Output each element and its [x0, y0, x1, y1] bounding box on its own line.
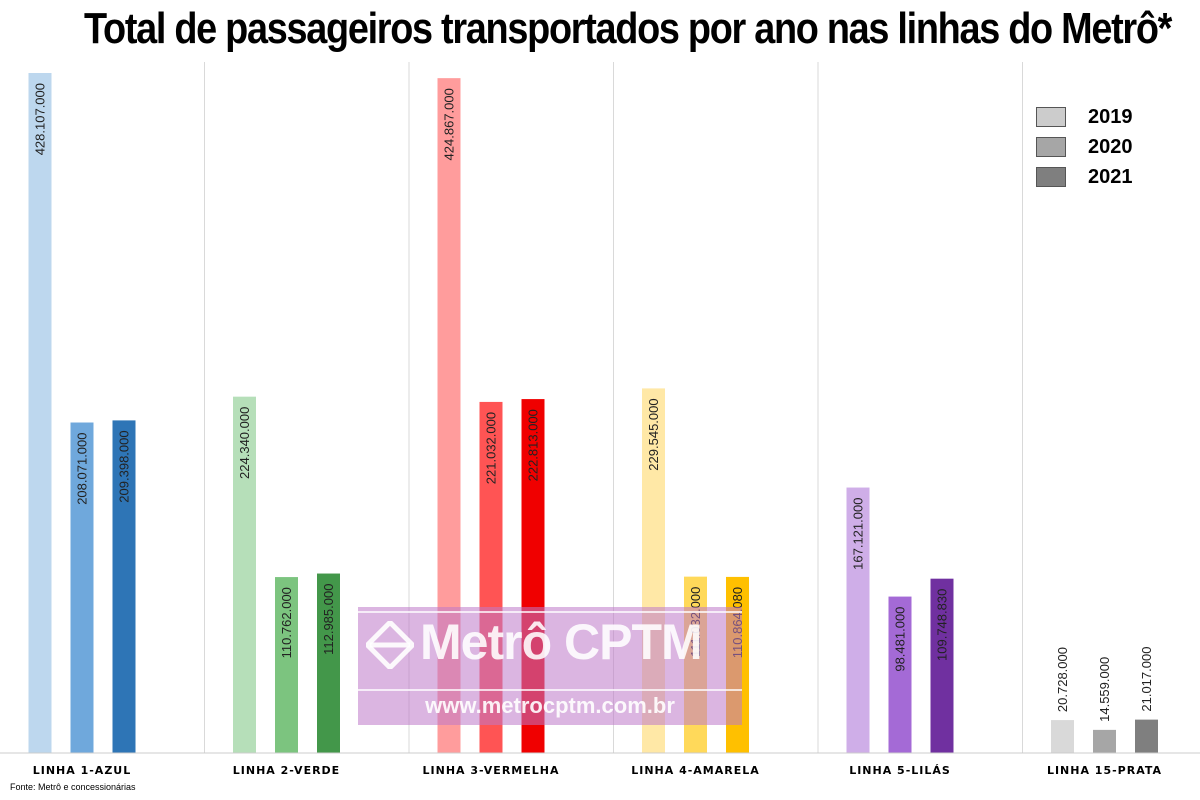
category-labels: LINHA 1-AZUL LINHA 2-VERDE LINHA 3-VERMELH… [33, 764, 1162, 777]
value-label: 110.762.000 [279, 587, 294, 658]
value-label: 229.545.000 [646, 398, 661, 470]
legend-item-2020: 2020 [1036, 132, 1133, 162]
bar-2019 [846, 487, 870, 753]
legend-swatch-2019 [1036, 107, 1066, 127]
value-label: 98.481.000 [893, 607, 908, 672]
bar-2019 [1051, 720, 1074, 753]
value-label: 109.748.830 [935, 589, 950, 661]
value-label: 112.985.000 [321, 584, 336, 655]
bar-2021 [112, 420, 136, 753]
metro-logo-icon [366, 621, 414, 669]
legend-label-2021: 2021 [1088, 165, 1133, 188]
bar-2021 [1135, 719, 1158, 753]
value-label: 428.107.000 [33, 83, 48, 155]
category-label: LINHA 5-LILÁS [849, 764, 951, 777]
category-label: LINHA 1-AZUL [33, 764, 132, 777]
bar-2020 [70, 422, 94, 753]
value-label: 221.032.000 [484, 412, 499, 484]
bar-2020 [888, 596, 912, 753]
bar-2019 [233, 396, 256, 753]
category-label: LINHA 4-AMARELA [631, 764, 760, 777]
category-label: LINHA 2-VERDE [233, 764, 340, 777]
legend-label-2020: 2020 [1088, 135, 1133, 158]
value-label: 424.867.000 [442, 88, 457, 160]
legend-label-2019: 2019 [1088, 105, 1133, 128]
legend: 2019 2020 2021 [1036, 102, 1133, 192]
value-label: 208.071.000 [75, 433, 90, 505]
value-label: 20.728.000 [1055, 647, 1070, 712]
legend-swatch-2021 [1036, 167, 1066, 187]
value-label: 167.121.000 [851, 498, 866, 570]
chart-title: Total de passageiros transportados por a… [84, 4, 1172, 53]
watermark-url: www.metrocptm.com.br [425, 693, 675, 718]
value-label: 222.813.000 [526, 409, 541, 481]
value-label: 209.398.000 [117, 430, 132, 502]
bar-2020 [1093, 729, 1116, 753]
value-label: 224.340.000 [237, 407, 252, 479]
legend-item-2019: 2019 [1036, 102, 1133, 132]
watermark-middle-rule [358, 689, 742, 691]
category-label: LINHA 3-VERMELHA [423, 764, 560, 777]
value-label: 21.017.000 [1139, 647, 1154, 712]
source-note: Fonte: Metrô e concessionárias [10, 782, 136, 792]
watermark-top-rule [358, 611, 742, 613]
watermark-brand: Metrô CPTM [420, 614, 703, 670]
bar-2019 [28, 73, 52, 754]
bar-2021 [317, 573, 340, 753]
bar-2020 [275, 577, 298, 753]
bar-2021 [930, 578, 954, 753]
legend-item-2021: 2021 [1036, 162, 1133, 192]
value-label: 14.559.000 [1097, 657, 1112, 722]
legend-swatch-2020 [1036, 137, 1066, 157]
category-label: LINHA 15-PRATA [1047, 764, 1162, 777]
bar-2019 [437, 78, 461, 753]
watermark: Metrô CPTM www.metrocptm.com.br [358, 607, 742, 725]
